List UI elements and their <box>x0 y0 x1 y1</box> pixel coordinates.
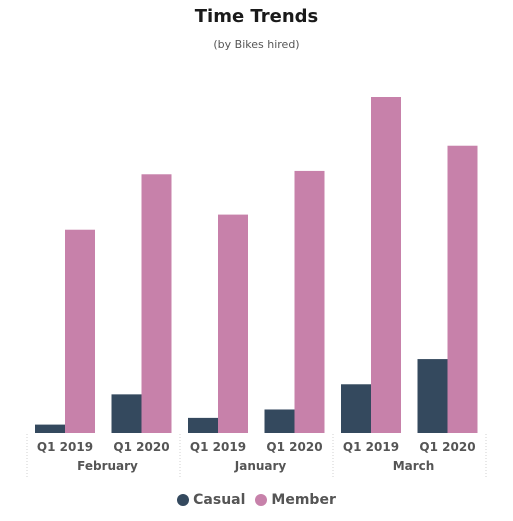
bar-member-2[interactable] <box>218 214 248 433</box>
bar-member-3[interactable] <box>294 170 325 434</box>
legend-label-casual: Casual <box>193 492 246 508</box>
chart-title: Time Trends <box>194 6 319 27</box>
bar-casual-3[interactable] <box>264 409 295 433</box>
x-tick-label-4: Q1 2019 <box>343 440 399 454</box>
bar-member-4[interactable] <box>371 97 401 433</box>
bar-casual-4[interactable] <box>341 384 371 433</box>
bar-member-0[interactable] <box>65 229 95 433</box>
x-group-label-february: February <box>77 459 138 473</box>
legend-dot-member <box>255 494 268 506</box>
legend-dot-casual <box>177 494 190 506</box>
legend-label-member: Member <box>271 492 336 508</box>
x-tick-label-2: Q1 2019 <box>190 440 246 454</box>
x-group-label-march: March <box>393 459 435 473</box>
bar-casual-0[interactable] <box>35 424 65 433</box>
bar-member-1[interactable] <box>141 174 172 433</box>
bar-chart: Q1 2019 Q1 2020 Q1 2019 Q1 2020 Q1 2019 Q1 20… <box>26 97 487 478</box>
x-axis: Q1 2019 Q1 2020 Q1 2019 Q1 2020 Q1 2019 Q1 20… <box>26 434 487 478</box>
legend: Casual Member <box>0 492 513 508</box>
legend-item-member[interactable]: Member <box>255 492 336 508</box>
bar-casual-2[interactable] <box>188 417 218 433</box>
bar-casual-5[interactable] <box>417 359 448 433</box>
legend-item-casual[interactable]: Casual <box>177 492 245 508</box>
x-tick-label-3: Q1 2020 <box>266 440 322 454</box>
x-tick-label-0: Q1 2019 <box>37 440 93 454</box>
bars-layer <box>35 97 478 434</box>
bar-casual-1[interactable] <box>111 394 142 433</box>
bar-member-5[interactable] <box>447 145 478 433</box>
x-tick-label-5: Q1 2020 <box>419 440 475 454</box>
x-tick-label-1: Q1 2020 <box>113 440 169 454</box>
chart-subtitle: (by Bikes hired) <box>213 38 300 51</box>
x-group-label-january: January <box>234 459 287 473</box>
